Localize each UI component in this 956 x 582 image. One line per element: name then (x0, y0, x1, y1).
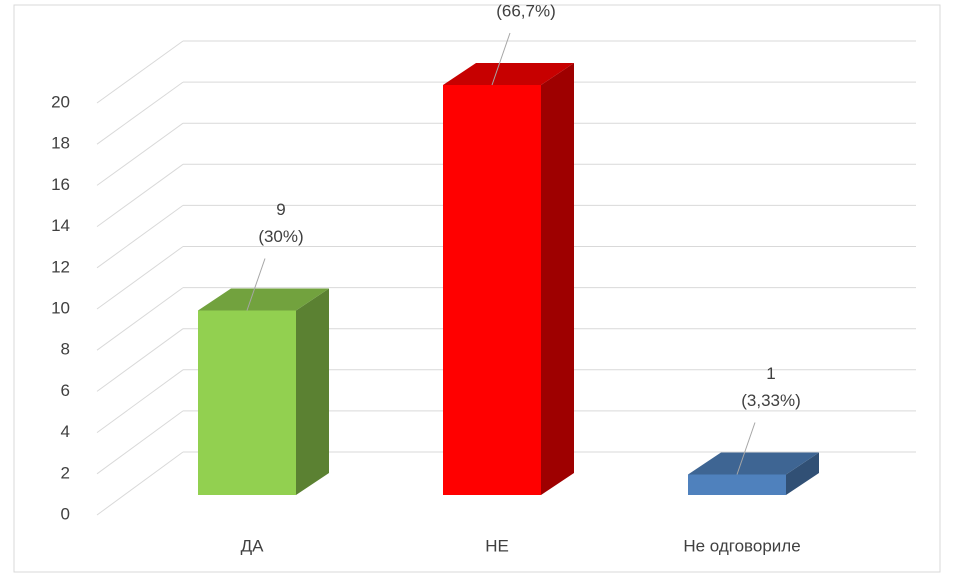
grid-line (96, 410, 184, 475)
y-tick-label: 6 (61, 381, 70, 400)
y-tick-label: 14 (51, 216, 70, 235)
grid-line (96, 328, 184, 392)
y-tick-label: 2 (61, 463, 70, 482)
grid-line (96, 246, 184, 310)
leader-line (246, 258, 266, 311)
bar-top (443, 63, 574, 85)
grid-line (96, 287, 184, 351)
data-label: 9 (276, 200, 285, 219)
leader-line (736, 422, 756, 475)
y-tick-label: 4 (61, 422, 70, 441)
grid-line (96, 163, 184, 228)
grid-line (96, 451, 184, 516)
data-label: (30%) (258, 227, 303, 246)
x-tick-label: НЕ (485, 536, 509, 555)
y-tick-label: 18 (51, 134, 70, 153)
leader-line (491, 32, 511, 86)
grid-line (96, 81, 184, 145)
y-tick-label: 12 (51, 257, 70, 276)
y-tick-label: 8 (61, 340, 70, 359)
grid-line (96, 40, 184, 104)
bar-side (541, 63, 574, 495)
bar (198, 310, 296, 495)
x-tick-label: Не одговориле (683, 536, 800, 555)
grid-line (96, 204, 184, 269)
bar-side (296, 288, 329, 495)
y-tick-label: 16 (51, 175, 70, 194)
y-tick-label: 20 (51, 92, 70, 111)
bar-top (198, 288, 329, 311)
bar-top (688, 452, 819, 475)
y-tick-label: 10 (51, 298, 70, 317)
data-label: 1 (766, 364, 775, 383)
data-label: (3,33%) (741, 391, 801, 410)
grid-line (96, 369, 184, 434)
data-label: (66,7%) (496, 1, 556, 20)
bar-side (786, 452, 819, 495)
y-tick-label: 0 (61, 504, 70, 523)
bar (688, 474, 786, 495)
x-tick-label: ДА (241, 536, 265, 555)
grid-line (96, 122, 184, 186)
bar (443, 85, 541, 495)
